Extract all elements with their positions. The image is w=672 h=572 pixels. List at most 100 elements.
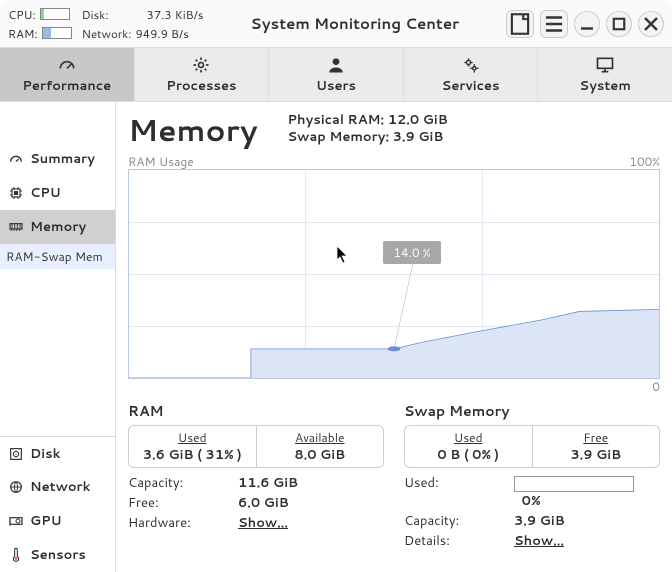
tab-label: Users	[316, 77, 356, 95]
disk-value: 37.3 KiB/s	[147, 6, 204, 23]
sidebar: Summary CPU Memory RAM-Swap Mem Disk Net…	[0, 102, 116, 572]
ram-used-label: Used	[129, 429, 256, 446]
ram-column: RAM Used3.6 GiB ( 31% ) Available8.0 GiB…	[128, 401, 384, 550]
top-tabs: Performance Processes Users Services Sys…	[0, 48, 672, 102]
cpu-label: CPU:	[8, 6, 36, 23]
ram-mini-chart	[42, 27, 72, 39]
gpu-icon	[8, 513, 24, 529]
chart-tooltip: 14.0 %	[383, 241, 440, 264]
tab-label: Processes	[166, 77, 236, 95]
sidebar-sub-ramswap[interactable]: RAM-Swap Mem	[0, 244, 115, 269]
window-title: System Monitoring Center	[209, 13, 500, 34]
physical-ram-label: Physical RAM: 12.0 GiB	[288, 112, 448, 129]
swap-used-progress	[514, 476, 634, 492]
cpu-mini-chart	[40, 8, 70, 20]
ram-usage-chart[interactable]: 14.0 %	[128, 169, 660, 379]
swap-free-label: Free	[533, 429, 660, 446]
tab-performance[interactable]: Performance	[0, 48, 135, 101]
sidebar-item-cpu[interactable]: CPU	[0, 176, 115, 210]
sidebar-item-disk[interactable]: Disk	[0, 436, 115, 470]
sidebar-item-memory[interactable]: Memory	[0, 210, 115, 244]
kv-row: Capacity:11.6 GiB	[128, 474, 384, 492]
swap-used-value: 0 B ( 0% )	[405, 446, 532, 464]
swap-column: Swap Memory Used0 B ( 0% ) Free3.9 GiB U…	[404, 401, 660, 550]
ram-avail-label: Available	[257, 429, 384, 446]
show-link[interactable]: Show...	[238, 514, 288, 532]
swap-pair: Used0 B ( 0% ) Free3.9 GiB	[404, 425, 660, 468]
swap-used-pct: 0%	[522, 492, 541, 510]
thermometer-icon	[8, 547, 24, 563]
tab-label: Performance	[22, 77, 111, 95]
sidebar-label: Network	[30, 478, 90, 496]
show-link[interactable]: Show...	[514, 532, 564, 550]
disk-label: Disk:	[82, 6, 109, 23]
sidebar-label: Memory	[30, 218, 86, 236]
gauge-icon	[8, 151, 24, 167]
kv-key: Hardware:	[128, 514, 238, 532]
sidebar-item-sensors[interactable]: Sensors	[0, 538, 115, 572]
chart-zero-label: 0	[652, 378, 660, 395]
net-value: 949.9 B/s	[135, 25, 188, 42]
tab-users[interactable]: Users	[269, 48, 404, 101]
kv-key: Details:	[404, 532, 514, 550]
sidebar-label: GPU	[30, 512, 62, 530]
sidebar-label: Summary	[30, 150, 95, 168]
kv-value: 3.9 GiB	[514, 512, 565, 530]
ram-col-title: RAM	[128, 401, 384, 421]
cpu-stat: CPU:	[8, 6, 72, 23]
disk-stat: Disk: 37.3 KiB/s	[82, 6, 204, 23]
gauge-icon	[57, 55, 77, 75]
sidebar-item-network[interactable]: Network	[0, 470, 115, 504]
ram-avail-value: 8.0 GiB	[257, 446, 384, 464]
tab-processes[interactable]: Processes	[135, 48, 270, 101]
chart-max-label: 100%	[629, 153, 660, 170]
minimize-button[interactable]	[574, 11, 600, 37]
net-label: Network:	[82, 25, 132, 42]
header-buttons	[506, 10, 664, 38]
sidebar-item-summary[interactable]: Summary	[0, 142, 115, 176]
page-icon[interactable]	[506, 10, 534, 38]
globe-icon	[8, 479, 24, 495]
net-stat: Network: 949.9 B/s	[82, 25, 204, 42]
swap-free-value: 3.9 GiB	[533, 446, 660, 464]
kv-row: Hardware:Show...	[128, 514, 384, 532]
kv-row: Capacity:3.9 GiB	[404, 512, 660, 530]
monitor-icon	[595, 55, 615, 75]
gear-icon	[191, 55, 211, 75]
disk-icon	[8, 446, 24, 462]
memory-icon	[8, 219, 24, 235]
swap-memory-label: Swap Memory: 3.9 GiB	[288, 129, 448, 146]
sidebar-item-gpu[interactable]: GPU	[0, 504, 115, 538]
kv-value: 11.6 GiB	[238, 474, 298, 492]
tab-label: System	[579, 77, 631, 95]
page-title: Memory	[128, 108, 258, 151]
ram-label: RAM:	[8, 25, 38, 42]
chip-icon	[8, 185, 24, 201]
kv-key: Capacity:	[128, 474, 238, 492]
headerbar: CPU: Disk: 37.3 KiB/s RAM: Network: 949.…	[0, 0, 672, 48]
ram-chart-wrap: RAM Usage 100% 14.0 % 0	[128, 155, 660, 379]
header-stats: CPU: Disk: 37.3 KiB/s RAM: Network: 949.…	[8, 6, 203, 42]
swap-used-label: Used	[405, 429, 532, 446]
ram-stat: RAM:	[8, 25, 72, 42]
memory-summary: Physical RAM: 12.0 GiB Swap Memory: 3.9 …	[288, 112, 448, 146]
ram-used-value: 3.6 GiB ( 31% )	[129, 446, 256, 464]
tab-system[interactable]: System	[538, 48, 672, 101]
kv-row: Free:6.0 GiB	[128, 494, 384, 512]
bottom-stats: RAM Used3.6 GiB ( 31% ) Available8.0 GiB…	[128, 401, 660, 550]
swap-col-title: Swap Memory	[404, 401, 660, 421]
ram-pair: Used3.6 GiB ( 31% ) Available8.0 GiB	[128, 425, 384, 468]
close-button[interactable]	[638, 11, 664, 37]
main-content: Memory Physical RAM: 12.0 GiB Swap Memor…	[116, 102, 672, 572]
kv-key: Capacity:	[404, 512, 514, 530]
menu-icon[interactable]	[540, 10, 568, 38]
tab-label: Services	[442, 77, 500, 95]
kv-key: Free:	[128, 494, 238, 512]
kv-key: Used:	[404, 474, 514, 510]
maximize-button[interactable]	[606, 11, 632, 37]
cursor-icon	[336, 245, 350, 265]
kv-value: 6.0 GiB	[238, 494, 289, 512]
tab-services[interactable]: Services	[404, 48, 539, 101]
kv-row: Used: 0%	[404, 474, 660, 510]
sidebar-label: Disk	[30, 445, 60, 463]
